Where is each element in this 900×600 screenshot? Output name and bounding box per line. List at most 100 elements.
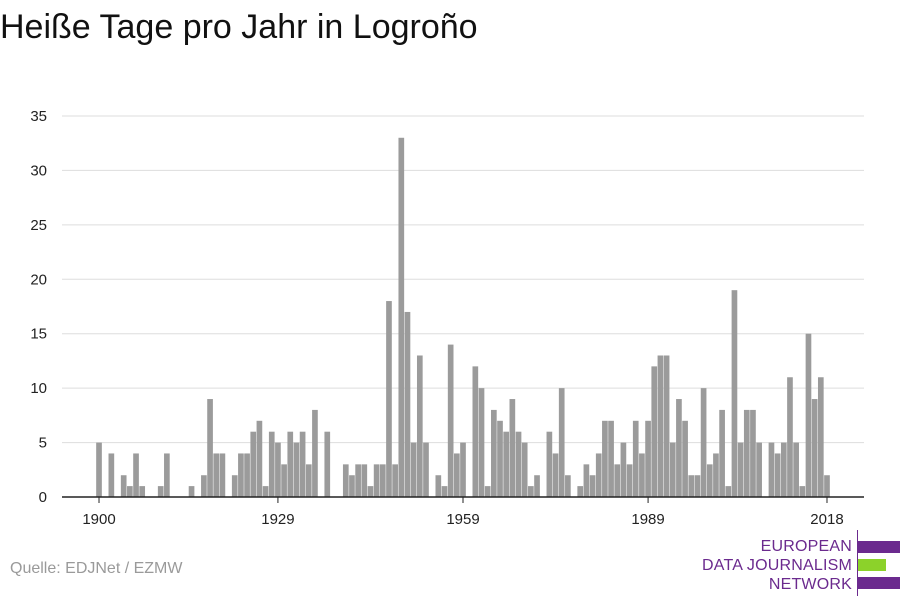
bar [756, 442, 762, 497]
bar [188, 486, 195, 497]
bar [713, 453, 719, 497]
bar [725, 486, 732, 497]
bar [811, 399, 818, 497]
bar [632, 420, 639, 497]
bar [441, 486, 448, 497]
bar [750, 409, 756, 497]
bar [706, 464, 713, 497]
bar [521, 442, 528, 497]
bars [96, 137, 830, 497]
bar [472, 366, 479, 497]
bar [238, 453, 244, 497]
bar [349, 475, 355, 497]
bar [312, 409, 318, 497]
bar [435, 475, 442, 497]
source-note: Quelle: EDJNet / EZMW [10, 560, 183, 577]
bar [213, 453, 220, 497]
bar [398, 137, 405, 497]
y-tick-label: 35 [30, 108, 47, 125]
bar [453, 453, 460, 497]
bar [657, 355, 664, 497]
bar [478, 388, 485, 497]
y-tick-label: 0 [39, 489, 47, 506]
bar [774, 453, 781, 497]
bar [663, 355, 670, 497]
x-tick-label: 1929 [261, 511, 294, 528]
bar [682, 420, 688, 497]
bar [120, 475, 127, 497]
bar [367, 486, 374, 497]
x-axis-ticks: 1900 1929 1959 1989 2018 [82, 497, 844, 528]
bar [515, 431, 522, 497]
bar [293, 442, 300, 497]
bar [558, 388, 565, 497]
chart-title: Heiße Tage pro Jahr in Logroño [0, 8, 478, 46]
bar [139, 486, 146, 497]
bar [700, 388, 707, 497]
bar [497, 420, 503, 497]
logo-bar-middle [858, 559, 886, 571]
bar [386, 301, 392, 497]
bar [589, 475, 596, 497]
bar [373, 464, 380, 497]
bar [201, 475, 207, 497]
bar [484, 486, 491, 497]
bar [639, 453, 645, 497]
bar [503, 431, 510, 497]
bar [688, 475, 695, 497]
bar [645, 420, 651, 497]
bar [509, 399, 516, 497]
bar [614, 464, 621, 497]
bar [108, 453, 115, 497]
logo-text-line1: EUROPEAN [760, 538, 852, 555]
bar [805, 333, 812, 497]
bar [287, 431, 294, 497]
bar [262, 486, 269, 497]
bar [305, 464, 312, 497]
bar [133, 453, 139, 497]
bar [565, 475, 571, 497]
bar [164, 453, 170, 497]
bar [719, 409, 725, 497]
y-tick-label: 25 [30, 217, 47, 234]
bar [780, 442, 787, 497]
bar [324, 431, 331, 497]
bar [157, 486, 164, 497]
bar [626, 464, 633, 497]
bar [392, 464, 398, 497]
edjnet-logo: EUROPEAN DATA JOURNALISM NETWORK [702, 530, 900, 596]
y-axis-ticks: 0 5 10 15 20 25 30 35 [30, 108, 47, 506]
logo-text-line3: NETWORK [768, 576, 852, 593]
bar [546, 431, 553, 497]
bar [602, 420, 608, 497]
bar [799, 486, 806, 497]
bar [299, 431, 306, 497]
bar [583, 464, 590, 497]
bar [460, 442, 466, 497]
y-tick-label: 30 [30, 162, 47, 179]
bar [423, 442, 429, 497]
bar [552, 453, 559, 497]
bar [737, 442, 744, 497]
bar [256, 420, 263, 497]
bar [219, 453, 226, 497]
logo-bar-top [858, 541, 900, 553]
y-tick-label: 15 [30, 326, 47, 343]
y-tick-label: 10 [30, 380, 47, 397]
bar [410, 442, 417, 497]
bar [342, 464, 349, 497]
bar [250, 431, 257, 497]
bar [793, 442, 799, 497]
bar [743, 409, 750, 497]
x-tick-label: 1989 [631, 511, 664, 528]
bar [528, 486, 534, 497]
bar [787, 377, 793, 497]
x-tick-label: 1959 [446, 511, 479, 528]
bar [244, 453, 250, 497]
bar [268, 431, 275, 497]
bar [207, 399, 213, 497]
bar [96, 442, 102, 497]
bar [824, 475, 830, 497]
bar [608, 420, 614, 497]
bar [595, 453, 602, 497]
